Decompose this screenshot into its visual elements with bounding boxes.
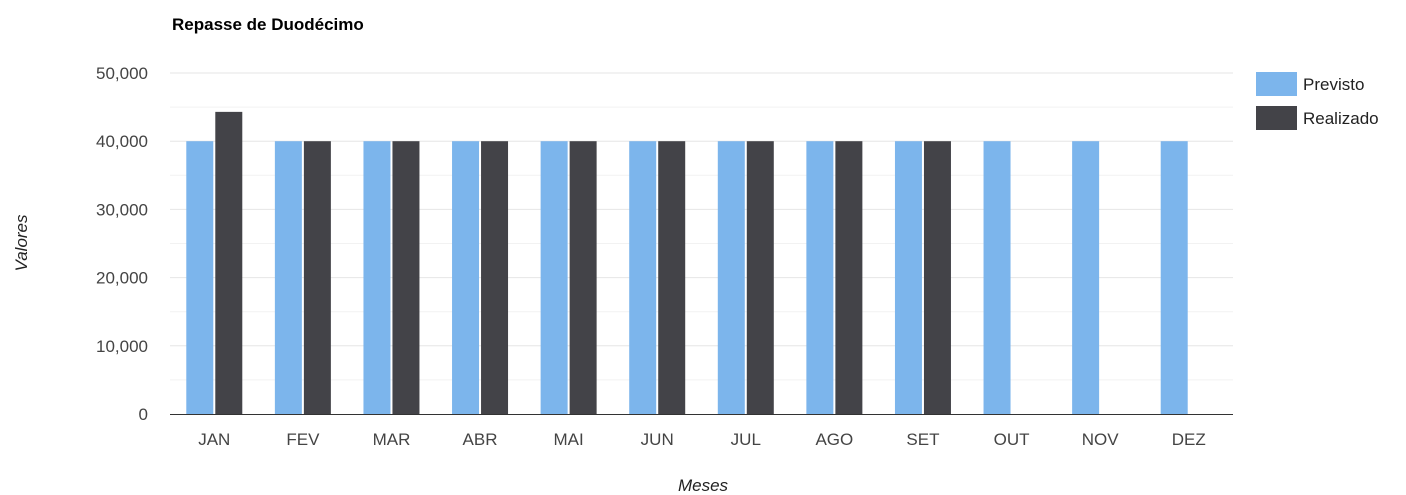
- chart-title: Repasse de Duodécimo: [172, 15, 364, 34]
- bar-previsto-mar[interactable]: [363, 141, 391, 414]
- bar-previsto-dez[interactable]: [1160, 141, 1188, 414]
- bar-previsto-set[interactable]: [894, 141, 922, 414]
- x-tick-label: JUN: [641, 430, 674, 449]
- bar-previsto-jun[interactable]: [629, 141, 657, 414]
- x-tick-label: OUT: [994, 430, 1030, 449]
- x-axis-title: Meses: [678, 476, 729, 495]
- bar-realizado-ago[interactable]: [835, 141, 863, 414]
- y-tick-label: 50,000: [96, 64, 148, 83]
- x-tick-label: JUL: [731, 430, 761, 449]
- legend-label-previsto[interactable]: Previsto: [1303, 75, 1364, 94]
- x-tick-label: MAR: [373, 430, 411, 449]
- bar-realizado-mar[interactable]: [392, 141, 420, 414]
- x-tick-label: AGO: [815, 430, 853, 449]
- bar-previsto-abr[interactable]: [452, 141, 480, 414]
- bar-realizado-mai[interactable]: [569, 141, 597, 414]
- x-tick-label: FEV: [286, 430, 320, 449]
- bar-previsto-nov[interactable]: [1072, 141, 1100, 414]
- bars: [186, 111, 1188, 415]
- bar-previsto-ago[interactable]: [806, 141, 834, 414]
- bar-realizado-jul[interactable]: [746, 141, 774, 414]
- y-tick-label: 40,000: [96, 132, 148, 151]
- bar-previsto-fev[interactable]: [274, 141, 302, 414]
- bar-realizado-jun[interactable]: [658, 141, 686, 414]
- gridlines: [170, 72, 1233, 381]
- legend-label-realizado[interactable]: Realizado: [1303, 109, 1379, 128]
- x-tick-label: JAN: [198, 430, 230, 449]
- x-tick-label: SET: [906, 430, 939, 449]
- bar-previsto-out[interactable]: [983, 141, 1011, 414]
- legend-swatch-previsto: [1256, 72, 1297, 96]
- bar-realizado-fev[interactable]: [303, 141, 331, 414]
- y-tick-label: 20,000: [96, 269, 148, 288]
- bar-previsto-jan[interactable]: [186, 141, 214, 414]
- y-tick-label: 30,000: [96, 200, 148, 219]
- bar-previsto-jul[interactable]: [717, 141, 745, 414]
- y-tick-label: 0: [139, 405, 148, 424]
- x-tick-label: ABR: [463, 430, 498, 449]
- legend: Previsto Realizado: [1256, 72, 1379, 130]
- y-axis-ticks: 0 10,000 20,000 30,000 40,000 50,000: [96, 64, 148, 424]
- bar-previsto-mai[interactable]: [540, 141, 568, 414]
- x-tick-label: DEZ: [1172, 430, 1206, 449]
- x-tick-label: MAI: [554, 430, 584, 449]
- bar-realizado-abr[interactable]: [481, 141, 509, 414]
- x-tick-label: NOV: [1082, 430, 1120, 449]
- x-axis-ticks: JAN FEV MAR ABR MAI JUN JUL AGO SET OUT NOV DEZ: [198, 430, 1205, 449]
- legend-swatch-realizado: [1256, 106, 1297, 130]
- bar-realizado-set[interactable]: [923, 141, 951, 414]
- y-tick-label: 10,000: [96, 337, 148, 356]
- bar-realizado-jan[interactable]: [215, 111, 243, 415]
- y-axis-title: Valores: [12, 214, 31, 272]
